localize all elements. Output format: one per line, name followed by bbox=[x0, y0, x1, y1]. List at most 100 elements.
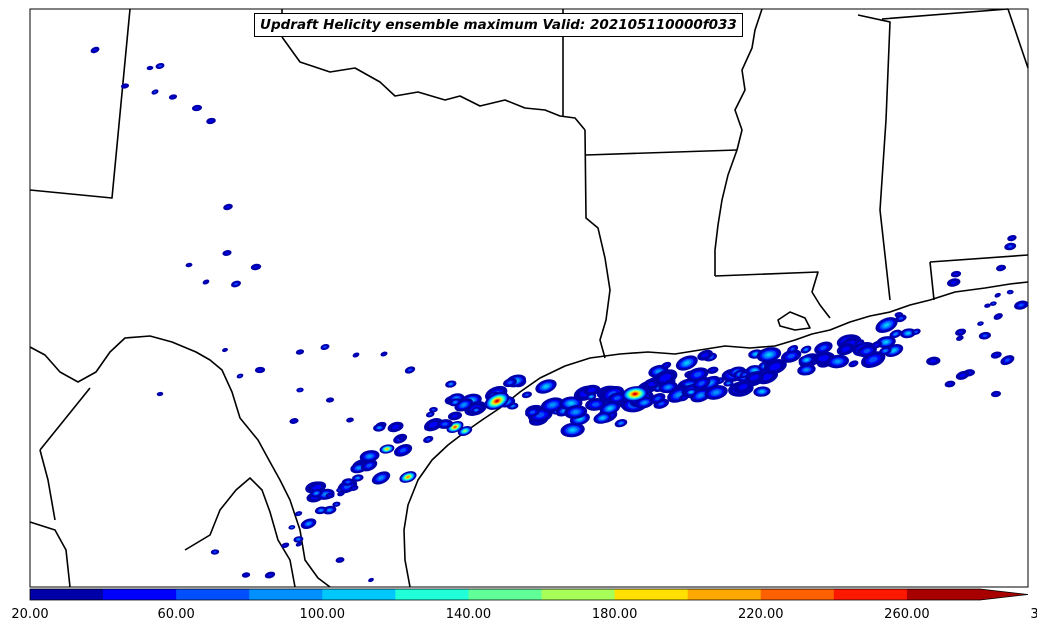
helicity-cell bbox=[391, 423, 401, 431]
helicity-cell bbox=[122, 84, 128, 88]
helicity-cell bbox=[693, 372, 702, 377]
helicity-cell bbox=[158, 65, 162, 67]
helicity-cell bbox=[804, 358, 809, 362]
helicity-cell bbox=[92, 47, 98, 53]
helicity-cell bbox=[658, 372, 673, 383]
helicity-cell bbox=[327, 493, 333, 498]
helicity-cell bbox=[760, 390, 764, 393]
helicity-cell bbox=[158, 392, 162, 396]
colorbar-outline bbox=[29, 588, 1029, 601]
colorbar-tick-label: 100.00 bbox=[299, 607, 346, 622]
helicity-cell bbox=[170, 95, 176, 99]
helicity-cell bbox=[568, 401, 574, 405]
helicity-cell bbox=[748, 373, 760, 382]
helicity-cell bbox=[949, 279, 958, 286]
helicity-cell bbox=[327, 398, 333, 402]
helicity-cell bbox=[203, 280, 209, 284]
helicity-cell bbox=[529, 410, 536, 414]
helicity-cell bbox=[600, 416, 605, 420]
helicity-cell bbox=[297, 538, 300, 541]
helicity-cell bbox=[525, 393, 529, 396]
helicity-cell bbox=[345, 480, 350, 484]
helicity-cell bbox=[208, 119, 214, 123]
helicity-cell bbox=[684, 361, 690, 365]
helicity-cell bbox=[591, 402, 600, 407]
helicity-cell bbox=[338, 489, 341, 491]
colorbar-segment bbox=[833, 589, 908, 600]
helicity-cell bbox=[914, 330, 918, 333]
helicity-cell bbox=[256, 368, 264, 372]
helicity-cell bbox=[993, 392, 999, 396]
helicity-cell bbox=[613, 396, 621, 401]
helicity-contours bbox=[90, 46, 1029, 583]
helicity-cell bbox=[450, 413, 460, 419]
helicity-cell bbox=[834, 359, 841, 364]
helicity-cell bbox=[511, 405, 515, 407]
colorbar-tick-label: 220.00 bbox=[738, 607, 784, 622]
colorbar-segment bbox=[176, 589, 250, 600]
helicity-cell bbox=[1005, 358, 1010, 362]
helicity-cell bbox=[1008, 245, 1013, 248]
helicity-cell bbox=[266, 572, 274, 578]
helicity-cell bbox=[297, 350, 303, 354]
map-frame bbox=[29, 8, 1029, 588]
helicity-cell bbox=[464, 430, 466, 432]
helicity-cell bbox=[754, 353, 758, 356]
helicity-cell bbox=[804, 348, 808, 351]
helicity-cell bbox=[993, 352, 1000, 358]
helicity-cell bbox=[929, 358, 938, 364]
helicity-cell bbox=[952, 272, 960, 277]
helicity-cell bbox=[607, 406, 613, 410]
helicity-cell bbox=[863, 348, 871, 354]
helicity-cell bbox=[752, 369, 757, 372]
colorbar-segment bbox=[687, 589, 762, 600]
helicity-cell bbox=[223, 348, 227, 352]
helicity-cell bbox=[803, 368, 809, 372]
colorbar-tick-label: 180.00 bbox=[591, 607, 638, 622]
helicity-cell bbox=[238, 375, 242, 377]
helicity-cell bbox=[449, 383, 453, 385]
colorbar-segment bbox=[760, 589, 835, 600]
helicity-cell bbox=[663, 363, 670, 368]
helicity-cell bbox=[675, 392, 682, 397]
helicity-cell bbox=[995, 314, 1001, 319]
helicity-cell bbox=[700, 351, 710, 359]
helicity-cell bbox=[225, 205, 231, 209]
helicity-cell bbox=[689, 391, 693, 393]
helicity-cell bbox=[507, 381, 513, 385]
helicity-cell bbox=[319, 509, 323, 512]
helicity-cell bbox=[297, 512, 300, 515]
country-border bbox=[29, 335, 331, 588]
helicity-cell bbox=[356, 466, 361, 470]
helicity-cell bbox=[787, 353, 795, 359]
colorbar-segment bbox=[249, 589, 323, 600]
helicity-cell bbox=[658, 402, 664, 406]
helicity-cell bbox=[896, 313, 902, 317]
helicity-cell bbox=[426, 438, 430, 441]
helicity-cell bbox=[291, 419, 297, 423]
helicity-cell bbox=[442, 422, 448, 426]
helicity-cell bbox=[619, 422, 623, 425]
helicity-cell bbox=[378, 476, 384, 480]
helicity-cell bbox=[369, 578, 373, 582]
helicity-cell bbox=[213, 551, 217, 553]
colorbar-extend-arrow bbox=[980, 589, 1028, 600]
helicity-cell bbox=[1018, 303, 1024, 307]
helicity-cell bbox=[453, 401, 457, 404]
helicity-cell bbox=[680, 395, 687, 400]
helicity-cell bbox=[1009, 291, 1012, 293]
colorbar-segment bbox=[322, 589, 396, 600]
helicity-cell bbox=[407, 476, 409, 478]
helicity-cell bbox=[461, 403, 467, 407]
helicity-cell bbox=[655, 369, 662, 374]
colorbar-tick-label: 140.00 bbox=[445, 607, 492, 622]
helicity-cell bbox=[665, 385, 671, 389]
helicity-cell bbox=[282, 543, 288, 548]
helicity-cell bbox=[697, 393, 704, 398]
helicity-cell bbox=[356, 477, 360, 479]
helicity-cell bbox=[347, 418, 353, 422]
helicity-cell bbox=[957, 336, 963, 340]
helicity-cell bbox=[194, 106, 200, 110]
helicity-cell bbox=[335, 503, 338, 506]
map-title: Updraft Helicity ensemble maximum Valid:… bbox=[254, 13, 743, 37]
